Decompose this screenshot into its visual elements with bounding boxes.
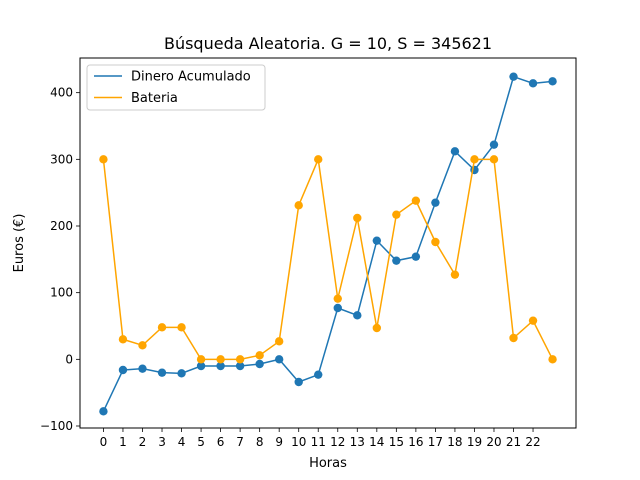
data-point (138, 341, 147, 350)
data-point (118, 365, 128, 375)
data-point (216, 361, 225, 371)
data-point (314, 155, 323, 164)
x-tick-label: 11 (311, 435, 326, 449)
data-point (431, 237, 440, 247)
data-point (548, 77, 557, 86)
data-point (138, 364, 147, 373)
y-axis-ticks: −100 0 100 200 300 400 (40, 86, 80, 433)
data-point (235, 361, 245, 371)
data-point (528, 316, 538, 325)
x-tick-label: 15 (389, 435, 404, 449)
data-point (157, 323, 167, 332)
data-point (177, 323, 186, 332)
data-point (489, 155, 499, 164)
data-point (118, 335, 128, 344)
data-point (392, 256, 401, 265)
data-point (157, 368, 167, 377)
data-point (196, 361, 206, 371)
data-point (294, 201, 303, 210)
data-point (431, 198, 440, 207)
x-tick-label: 22 (525, 435, 540, 449)
data-point (294, 377, 303, 387)
y-axis-label: Euros (€) (12, 214, 27, 273)
data-point (372, 323, 382, 333)
x-tick-label: 6 (217, 435, 225, 449)
data-point (372, 236, 382, 245)
data-point (528, 79, 538, 88)
x-tick-label: 14 (369, 435, 384, 449)
plot-marks (99, 72, 557, 416)
axes-frame (79, 57, 577, 429)
data-point (489, 140, 499, 149)
x-tick-label: 18 (447, 435, 462, 449)
data-point (411, 252, 421, 261)
y-tick-label: 100 (50, 286, 73, 300)
x-tick-label: 21 (506, 435, 521, 449)
y-tick-label: 300 (50, 152, 73, 166)
data-point (255, 351, 264, 360)
data-point (177, 369, 186, 378)
x-tick-label: 16 (408, 435, 423, 449)
data-point (450, 147, 460, 156)
y-tick-label: −100 (40, 419, 73, 433)
data-point (450, 270, 460, 279)
data-point (548, 355, 557, 364)
x-tick-label: 5 (197, 435, 205, 449)
x-tick-label: 7 (236, 435, 244, 449)
data-point (353, 213, 362, 223)
data-point (333, 294, 342, 303)
y-tick-label: 200 (50, 219, 73, 233)
x-tick-label: 17 (428, 435, 443, 449)
data-point (99, 407, 108, 416)
chart-title: Búsqueda Aleatoria. G = 10, S = 345621 (164, 34, 492, 53)
x-tick-label: 1 (119, 435, 127, 449)
x-tick-label: 4 (178, 435, 186, 449)
data-point (353, 311, 362, 320)
x-tick-label: 10 (291, 435, 306, 449)
data-point (235, 355, 245, 364)
x-tick-label: 0 (100, 435, 108, 449)
x-tick-label: 2 (139, 435, 147, 449)
x-tick-label: 13 (350, 435, 365, 449)
y-tick-label: 0 (65, 352, 73, 366)
data-point (216, 355, 225, 364)
data-point (196, 355, 206, 364)
legend-label: Dinero Acumulado (131, 70, 251, 85)
data-point (314, 370, 323, 379)
x-axis-ticks: 0 1 2 3 4 5 6 7 8 9 10 11 12 13 14 15 16 17 18 19 20 21 22 (100, 428, 541, 449)
data-point (509, 333, 518, 343)
x-axis-label: Horas (309, 456, 347, 471)
data-point (411, 196, 421, 205)
legend-box (86, 64, 266, 111)
data-point (470, 155, 479, 164)
data-point (99, 155, 108, 164)
data-point (274, 337, 284, 346)
x-tick-label: 19 (467, 435, 482, 449)
data-point (274, 355, 284, 364)
legend-label: Bateria (131, 91, 178, 106)
x-tick-label: 3 (158, 435, 166, 449)
x-tick-label: 9 (275, 435, 283, 449)
data-point (333, 303, 342, 313)
x-tick-label: 12 (330, 435, 345, 449)
y-tick-label: 400 (50, 86, 73, 100)
data-point (255, 359, 264, 369)
x-tick-label: 8 (256, 435, 264, 449)
legend: Dinero Acumulado Bateria (86, 64, 266, 111)
x-tick-label: 20 (486, 435, 501, 449)
data-point (392, 210, 401, 219)
data-point (509, 72, 518, 81)
